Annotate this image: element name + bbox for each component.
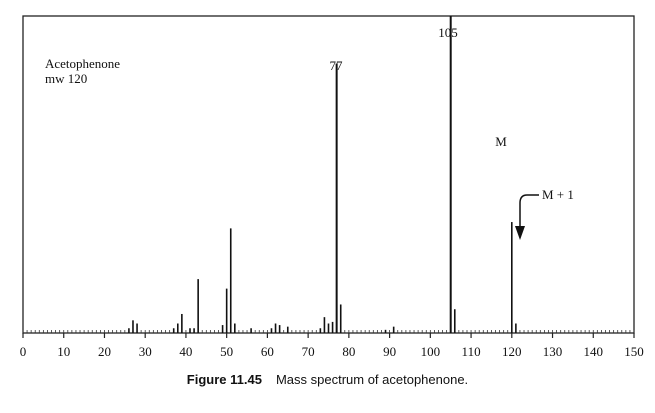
x-tick-label: 90 [383, 344, 396, 359]
peak-105-label: 105 [438, 25, 458, 40]
x-tick-label-group: 0 10 20 30 40 50 60 70 80 90 100 110 120 130 140 150 [20, 344, 644, 359]
isotope-peak-arrowhead-icon [515, 226, 525, 240]
isotope-peak-label: M + 1 [542, 187, 574, 202]
x-tick-label: 30 [139, 344, 152, 359]
molecular-weight-label: mw 120 [45, 71, 87, 86]
x-tick-label: 130 [543, 344, 563, 359]
x-tick-label: 20 [98, 344, 111, 359]
x-tick-label: 50 [220, 344, 233, 359]
x-tick-label: 60 [261, 344, 274, 359]
compound-name-label: Acetophenone [45, 56, 120, 71]
x-tick-label: 0 [20, 344, 27, 359]
molecular-ion-label: M [495, 134, 507, 149]
x-tick-label: 40 [179, 344, 192, 359]
x-tick-label: 120 [502, 344, 522, 359]
x-tick-label: 150 [624, 344, 644, 359]
x-tick-label: 70 [302, 344, 315, 359]
figure-caption: Figure 11.45 Mass spectrum of acetophenon… [0, 372, 655, 387]
caption-text: Mass spectrum of acetophenone. [275, 372, 469, 387]
major-tick-group [22, 333, 635, 338]
x-tick-label: 10 [57, 344, 70, 359]
x-tick-label: 140 [584, 344, 604, 359]
peak-77-label: 77 [330, 58, 344, 73]
isotope-peak-arrow [519, 194, 539, 228]
x-tick-label: 110 [462, 344, 481, 359]
x-tick-label: 80 [342, 344, 355, 359]
x-tick-label: 100 [421, 344, 441, 359]
figure-number: Figure 11.45 [186, 372, 262, 387]
peak-bar-group [128, 16, 517, 333]
